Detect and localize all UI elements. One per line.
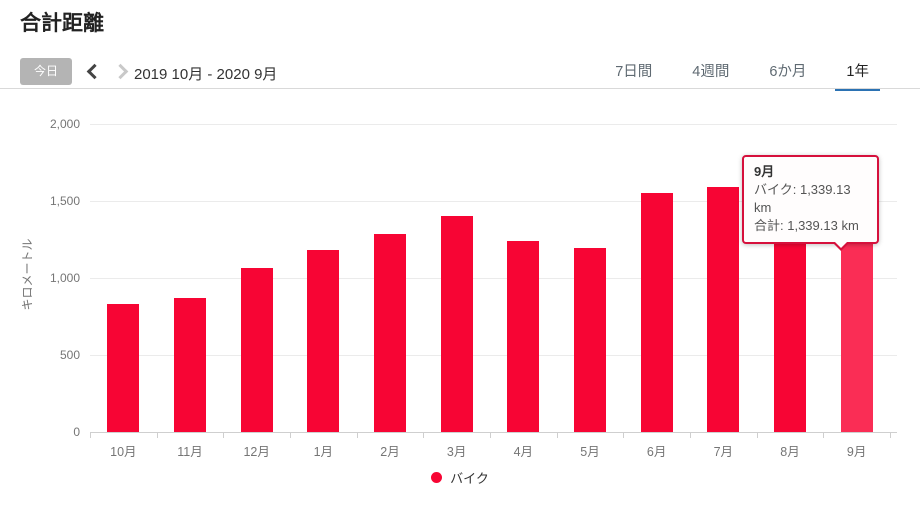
gridline [90, 355, 897, 356]
chart-bar-8月[interactable] [774, 243, 806, 432]
y-axis-label: 0 [73, 425, 80, 439]
chevron-right-glyph [112, 63, 129, 80]
chart-bar-11月[interactable] [174, 298, 206, 432]
x-axis-tick [890, 432, 891, 438]
chart-bar-3月[interactable] [440, 216, 473, 432]
x-axis-tick [423, 432, 425, 438]
tab-4weeks[interactable]: 4週間 [692, 64, 730, 80]
chart-bar-5月[interactable] [574, 247, 606, 432]
legend-circle-icon [431, 472, 443, 483]
chart-bar-9月[interactable] [840, 225, 873, 432]
gridline [90, 278, 897, 279]
today-button[interactable]: 今日 [20, 58, 72, 85]
tooltip-caret-fill [834, 241, 848, 248]
tab-7days[interactable]: 7日間 [615, 64, 653, 80]
tooltip-total-value: 合計: 1,339.13 km [754, 218, 859, 233]
chevron-right-icon[interactable] [108, 60, 130, 82]
tooltip-month: 9月 [754, 164, 775, 179]
x-axis-label: 3月 [446, 445, 467, 459]
gridline [90, 124, 897, 125]
page-title: 合計距離 [20, 12, 104, 35]
x-axis-tick [623, 432, 625, 438]
tab-6months[interactable]: 6か月 [769, 64, 807, 80]
bar-chart: キロメートル バイク 9月 バイク: 1,339.13 km 合計: 1,339… [0, 100, 920, 520]
chevron-left-glyph [86, 63, 103, 80]
x-axis-tick [556, 432, 558, 438]
x-axis-tick [690, 432, 691, 438]
y-axis-label: 1,000 [49, 271, 80, 285]
date-range-label: 2019 10月 - 2020 9月 [134, 66, 278, 83]
x-axis-tick [823, 432, 825, 438]
x-axis-tick [223, 432, 225, 438]
chart-bar-7月[interactable] [707, 187, 740, 432]
y-axis-label: 500 [59, 348, 80, 362]
y-axis-label: 2,000 [49, 117, 80, 131]
y-axis-label: 1,500 [49, 194, 80, 208]
chart-legend: バイク [0, 468, 920, 487]
chart-bar-12月[interactable] [240, 267, 273, 432]
x-axis-tick [756, 432, 758, 438]
chevron-left-icon[interactable] [82, 60, 104, 82]
x-axis-tick [90, 432, 91, 438]
chart-bar-2月[interactable] [374, 234, 406, 432]
toolbar-separator [0, 88, 920, 89]
gridline [90, 201, 897, 202]
x-axis-label: 9月 [846, 445, 867, 459]
x-axis-tick [490, 432, 491, 438]
x-axis-tick [290, 432, 291, 438]
chart-bar-1月[interactable] [307, 250, 340, 432]
chart-bar-6月[interactable] [640, 192, 673, 432]
legend-label[interactable]: バイク [450, 471, 489, 486]
tooltip-bike-value: バイク: 1,339.13 km [754, 182, 851, 215]
chart-tooltip: 9月 バイク: 1,339.13 km 合計: 1,339.13 km [742, 155, 879, 251]
x-axis-tick [356, 432, 358, 438]
period-tabs: 7日間 4週間 6か月 1年 [586, 60, 880, 91]
x-axis-label: 10月 [110, 445, 137, 459]
tab-1year[interactable]: 1年 [835, 60, 880, 91]
x-axis-label: 2月 [380, 445, 400, 459]
x-axis-label: 4月 [513, 445, 534, 459]
x-axis-label: 11月 [177, 445, 203, 459]
x-axis-line [90, 432, 897, 433]
x-axis-label: 8月 [780, 445, 800, 459]
x-axis-label: 7月 [713, 445, 734, 459]
chart-bar-10月[interactable] [107, 304, 140, 432]
x-axis-label: 12月 [243, 445, 270, 459]
x-axis-label: 6月 [646, 445, 667, 459]
chart-bar-4月[interactable] [507, 240, 540, 432]
x-axis-label: 1月 [313, 445, 334, 459]
x-axis-tick [156, 432, 158, 438]
x-axis-label: 5月 [580, 445, 600, 459]
